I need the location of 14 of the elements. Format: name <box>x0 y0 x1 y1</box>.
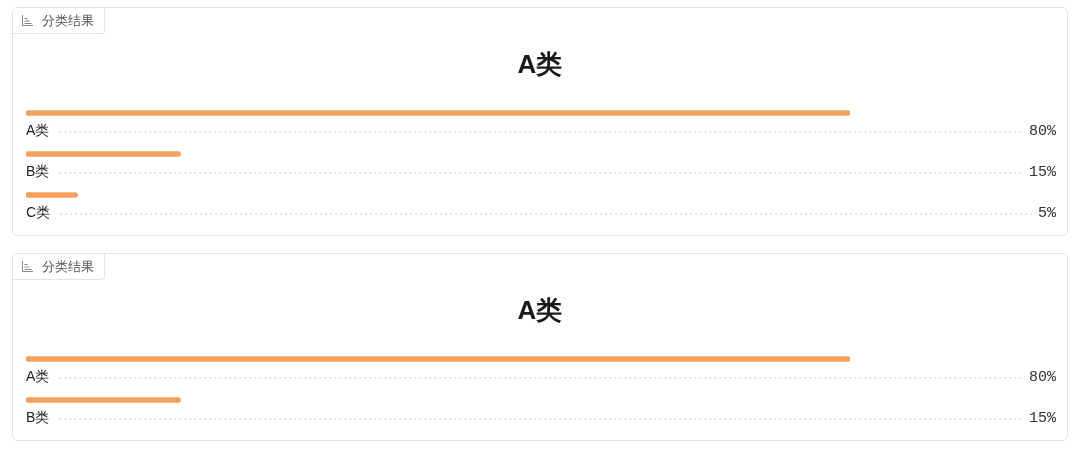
text: 分类结果 <box>42 11 94 30</box>
y-tick-label: B类 <box>26 408 50 425</box>
data-label: 80% <box>1028 122 1057 140</box>
chart-title: A类 <box>517 295 563 326</box>
y-tick-label: A类 <box>26 367 50 384</box>
chart-title: A类 <box>517 49 563 80</box>
y-tick-label: C类 <box>26 203 51 220</box>
text: 分类结果 <box>42 257 94 276</box>
data-label: 5% <box>1037 204 1057 222</box>
y-tick-label: B类 <box>26 162 50 179</box>
data-label: 15% <box>1028 163 1057 181</box>
data-label: 15% <box>1028 409 1057 427</box>
y-tick-label: A类 <box>26 121 50 138</box>
data-label: 80% <box>1028 368 1057 386</box>
